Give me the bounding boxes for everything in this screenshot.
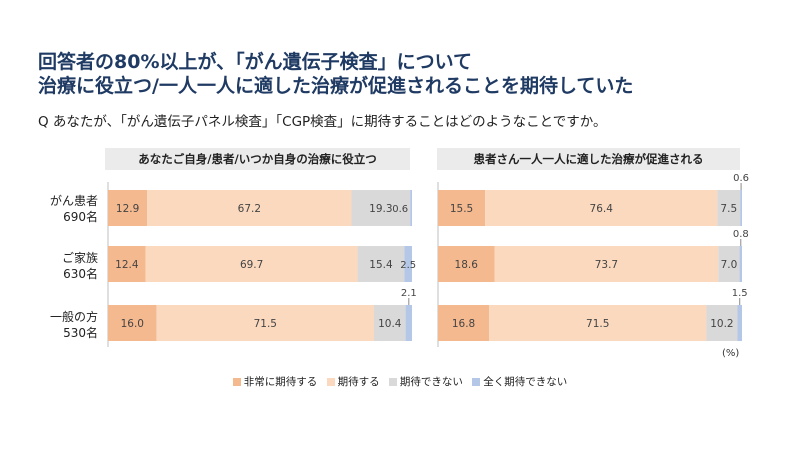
bar-expect: [485, 190, 718, 226]
data-label: 16.8: [452, 318, 475, 330]
data-label: 71.5: [254, 318, 277, 330]
data-label: 12.9: [116, 203, 139, 215]
legend-swatch: [232, 378, 241, 386]
bar-expect: [145, 246, 358, 282]
data-label: 10.2: [710, 318, 733, 330]
data-label: 0.6: [733, 173, 749, 184]
row-name: ご家族: [61, 251, 98, 265]
panel-title-right: 患者さん一人一人に適した治療が促進される: [437, 148, 740, 170]
bar-not-at-all: [404, 246, 412, 282]
row-count: 530名: [63, 326, 98, 340]
data-label: 2.5: [400, 260, 416, 271]
bar-cannot: [374, 305, 406, 341]
bar-cannot: [357, 246, 405, 282]
bar-expect: [489, 305, 707, 341]
data-label: 18.6: [455, 259, 479, 271]
data-label: 15.4: [369, 259, 393, 271]
bar-not-at-all: [739, 246, 742, 282]
data-label: 0.8: [733, 229, 749, 240]
legend-item-cannot: 期待できない: [388, 374, 463, 389]
legend-label: 非常に期待する: [243, 376, 318, 388]
legend-item-very: 非常に期待する: [232, 374, 318, 389]
data-label: 16.0: [121, 318, 144, 330]
data-label: 19.3: [369, 203, 392, 215]
title-line-1: 回答者の80%以上が、「がん遺伝子検査」について: [38, 51, 473, 73]
legend-label: 期待できない: [399, 376, 463, 388]
legend-label: 期待する: [337, 376, 380, 388]
bar-very: [108, 305, 157, 341]
bar-very: [438, 305, 490, 341]
bar-not-at-all: [405, 305, 412, 341]
data-label: 7.0: [721, 259, 738, 271]
data-label: 2.1: [401, 288, 417, 299]
legend-label: 全く期待できない: [483, 376, 568, 388]
row-label-general: 一般の方 530名: [20, 309, 98, 341]
bar-very: [438, 190, 486, 226]
row-name: がん患者: [49, 194, 98, 208]
row-count: 690名: [63, 210, 98, 224]
row-name: 一般の方: [49, 310, 98, 324]
legend: 非常に期待する 期待する 期待できない 全く期待できない: [0, 374, 800, 389]
row-label-family: ご家族 630名: [20, 250, 98, 282]
data-label: 71.5: [586, 318, 609, 330]
question-text: Q あなたが、「がん遺伝子パネル検査」「CGP検査」に期待することはどのようなこ…: [38, 114, 607, 130]
legend-swatch: [388, 378, 397, 386]
data-label: 10.4: [378, 318, 402, 330]
data-label: 15.5: [450, 203, 473, 215]
legend-item-expect: 期待する: [326, 374, 380, 389]
bar-cannot: [706, 305, 738, 341]
bar-very: [108, 190, 148, 226]
bar-not-at-all: [410, 190, 412, 226]
bar-cannot: [351, 190, 411, 226]
bar-not-at-all: [737, 305, 742, 341]
data-label: 67.2: [238, 203, 261, 215]
bar-very: [108, 246, 146, 282]
legend-swatch: [326, 378, 335, 386]
bar-not-at-all: [740, 190, 742, 226]
data-label: 7.5: [720, 203, 737, 215]
bar-expect: [147, 190, 352, 226]
bar-expect: [156, 305, 374, 341]
data-label: 0.6: [392, 204, 408, 215]
page-title: 回答者の80%以上が、「がん遺伝子検査」について 治療に役立つ/一人一人に適した…: [38, 50, 778, 98]
data-label: 73.7: [595, 259, 618, 271]
row-label-patients: がん患者 690名: [20, 193, 98, 225]
row-count: 630名: [63, 267, 98, 281]
data-label: 76.4: [590, 203, 614, 215]
bar-cannot: [717, 190, 741, 226]
title-line-2: 治療に役立つ/一人一人に適した治療が促進されることを期待していた: [38, 75, 634, 97]
bar-very: [438, 246, 495, 282]
bar-cannot: [718, 246, 740, 282]
data-label: 12.4: [115, 259, 139, 271]
legend-item-not-at-all: 全く期待できない: [472, 374, 567, 389]
data-label: 1.5: [732, 288, 748, 299]
unit-label: (%): [722, 348, 740, 359]
data-label: 69.7: [240, 259, 263, 271]
panel-title-left: あなたご自身/患者/いつか自身の治療に役立つ: [105, 148, 410, 170]
legend-swatch: [472, 378, 481, 386]
bar-expect: [494, 246, 719, 282]
